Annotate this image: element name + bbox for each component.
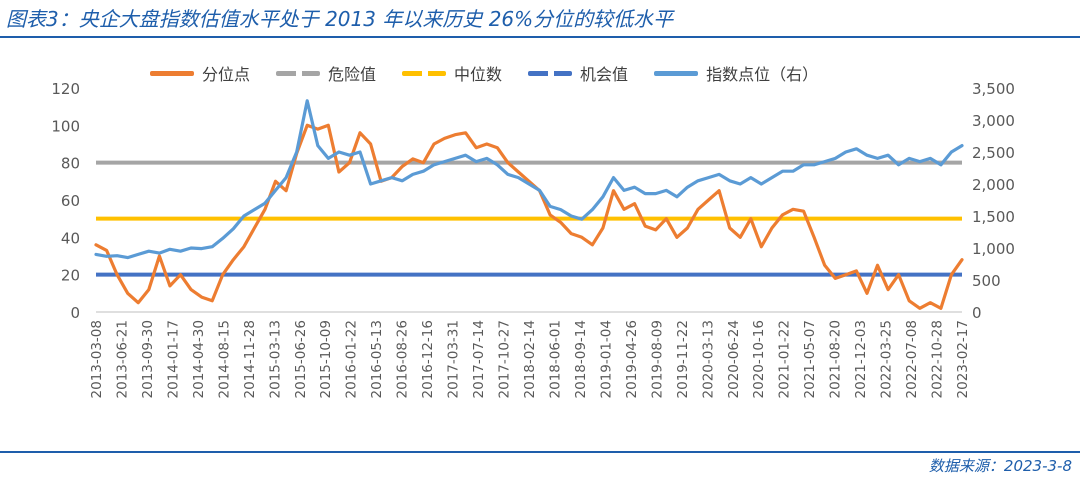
legend-label-opportunity: 机会值 — [580, 65, 629, 84]
x-axis-tick-label: 2021-01-22 — [777, 320, 793, 398]
x-axis-tick-label: 2014-01-17 — [165, 320, 181, 398]
bottom-rule — [0, 451, 1080, 453]
x-axis-tick-label: 2016-08-26 — [395, 320, 411, 398]
legend: 分位点 危险值 中位数 机会值 指数点位（右） — [150, 62, 818, 84]
valuation-chart: 0 20 40 60 80 100 120 0 500 1,000 1,500 2,000 2,500 3… — [51, 80, 1015, 398]
x-axis-tick-label: 2023-02-17 — [955, 320, 971, 398]
legend-item-median: 中位数 — [402, 61, 502, 85]
legend-label-danger: 危险值 — [328, 65, 377, 84]
x-axis-tick-label: 2022-03-25 — [879, 320, 895, 398]
top-rule — [0, 36, 1080, 38]
x-axis-tick-label: 2015-03-13 — [267, 320, 283, 398]
left-axis-tick-label: 60 — [61, 192, 80, 210]
left-axis-tick-label: 80 — [61, 155, 80, 173]
x-axis-tick-label: 2020-03-13 — [700, 320, 716, 398]
x-axis-tick-label: 2018-02-14 — [522, 320, 538, 398]
x-axis-tick-label: 2022-07-08 — [904, 320, 920, 398]
legend-item-index: 指数点位（右） — [654, 61, 818, 85]
left-axis-tick-label: 20 — [61, 267, 80, 285]
legend-label-index: 指数点位（右） — [706, 65, 819, 84]
legend-swatch-opportunity — [528, 70, 573, 76]
x-axis-tick-label: 2013-03-08 — [89, 320, 105, 398]
left-axis-tick-label: 0 — [70, 304, 80, 322]
legend-swatch-index — [654, 70, 699, 76]
legend-swatch-median — [402, 70, 447, 76]
right-axis-tick-label: 1,000 — [972, 240, 1015, 258]
data-source: 数据来源：2023-3-8 — [928, 457, 1072, 475]
legend-item-opportunity: 机会值 — [528, 61, 628, 85]
x-axis-tick-label: 2015-06-26 — [293, 320, 309, 398]
legend-item-percentile: 分位点 — [150, 61, 250, 85]
left-axis-tick-label: 100 — [51, 117, 80, 135]
x-axis-tick-label: 2013-06-21 — [114, 320, 130, 398]
legend-item-danger: 危险值 — [276, 61, 376, 85]
right-axis-tick-label: 500 — [972, 272, 1001, 290]
x-axis-tick-label: 2021-08-20 — [828, 320, 844, 398]
right-axis-tick-label: 0 — [972, 304, 982, 322]
x-axis-tick-label: 2018-09-14 — [573, 320, 589, 398]
legend-swatch-percentile — [150, 70, 194, 76]
right-axis-tick-label: 2,500 — [972, 144, 1015, 162]
x-axis-tick-label: 2015-10-09 — [318, 320, 334, 398]
x-axis-tick-label: 2022-10-28 — [930, 320, 946, 398]
x-axis-tick-label: 2016-05-13 — [369, 320, 385, 398]
x-axis-tick-label: 2019-01-04 — [598, 320, 614, 398]
x-axis-tick-label: 2014-08-15 — [216, 320, 232, 398]
x-axis-tick-label: 2018-06-01 — [547, 320, 563, 398]
legend-label-median: 中位数 — [454, 65, 503, 84]
legend-swatch-danger — [276, 70, 321, 76]
percentile-series-line — [94, 123, 964, 310]
x-axis-tick-label: 2017-10-27 — [497, 320, 513, 398]
x-axis-tick-label: 2016-12-16 — [420, 320, 436, 398]
x-axis-tick-label: 2017-03-31 — [446, 320, 462, 398]
chart-title: 图表3：央企大盘指数估值水平处于 2013 年以来历史 26%分位的较低水平 — [6, 7, 674, 31]
x-axis-tick-label: 2021-05-07 — [802, 320, 818, 398]
x-axis-tick-label: 2019-08-09 — [649, 320, 665, 398]
legend-label-percentile: 分位点 — [202, 65, 251, 84]
x-axis-tick-label: 2017-07-14 — [471, 320, 487, 398]
right-axis-tick-label: 3,500 — [972, 80, 1015, 98]
x-axis-tick-label: 2014-11-28 — [242, 320, 258, 398]
x-axis-tick-label: 2021-12-03 — [853, 320, 869, 398]
x-axis-tick-label: 2014-04-30 — [191, 320, 207, 398]
right-axis-tick-label: 1,500 — [972, 208, 1015, 226]
right-axis-tick-label: 3,000 — [972, 112, 1015, 130]
x-axis-tick-label: 2016-01-22 — [344, 320, 360, 398]
right-axis-tick-label: 2,000 — [972, 176, 1015, 194]
x-axis-tick-label: 2013-09-30 — [140, 320, 156, 398]
x-axis-tick-label: 2019-04-26 — [624, 320, 640, 398]
x-axis-tick-label: 2019-11-22 — [675, 320, 691, 398]
left-axis-tick-label: 40 — [61, 229, 80, 247]
x-axis-tick-label: 2020-10-16 — [751, 320, 767, 398]
index-series-line — [94, 99, 964, 260]
x-axis-tick-label: 2020-06-24 — [726, 320, 742, 398]
left-axis-tick-label: 120 — [51, 80, 80, 98]
